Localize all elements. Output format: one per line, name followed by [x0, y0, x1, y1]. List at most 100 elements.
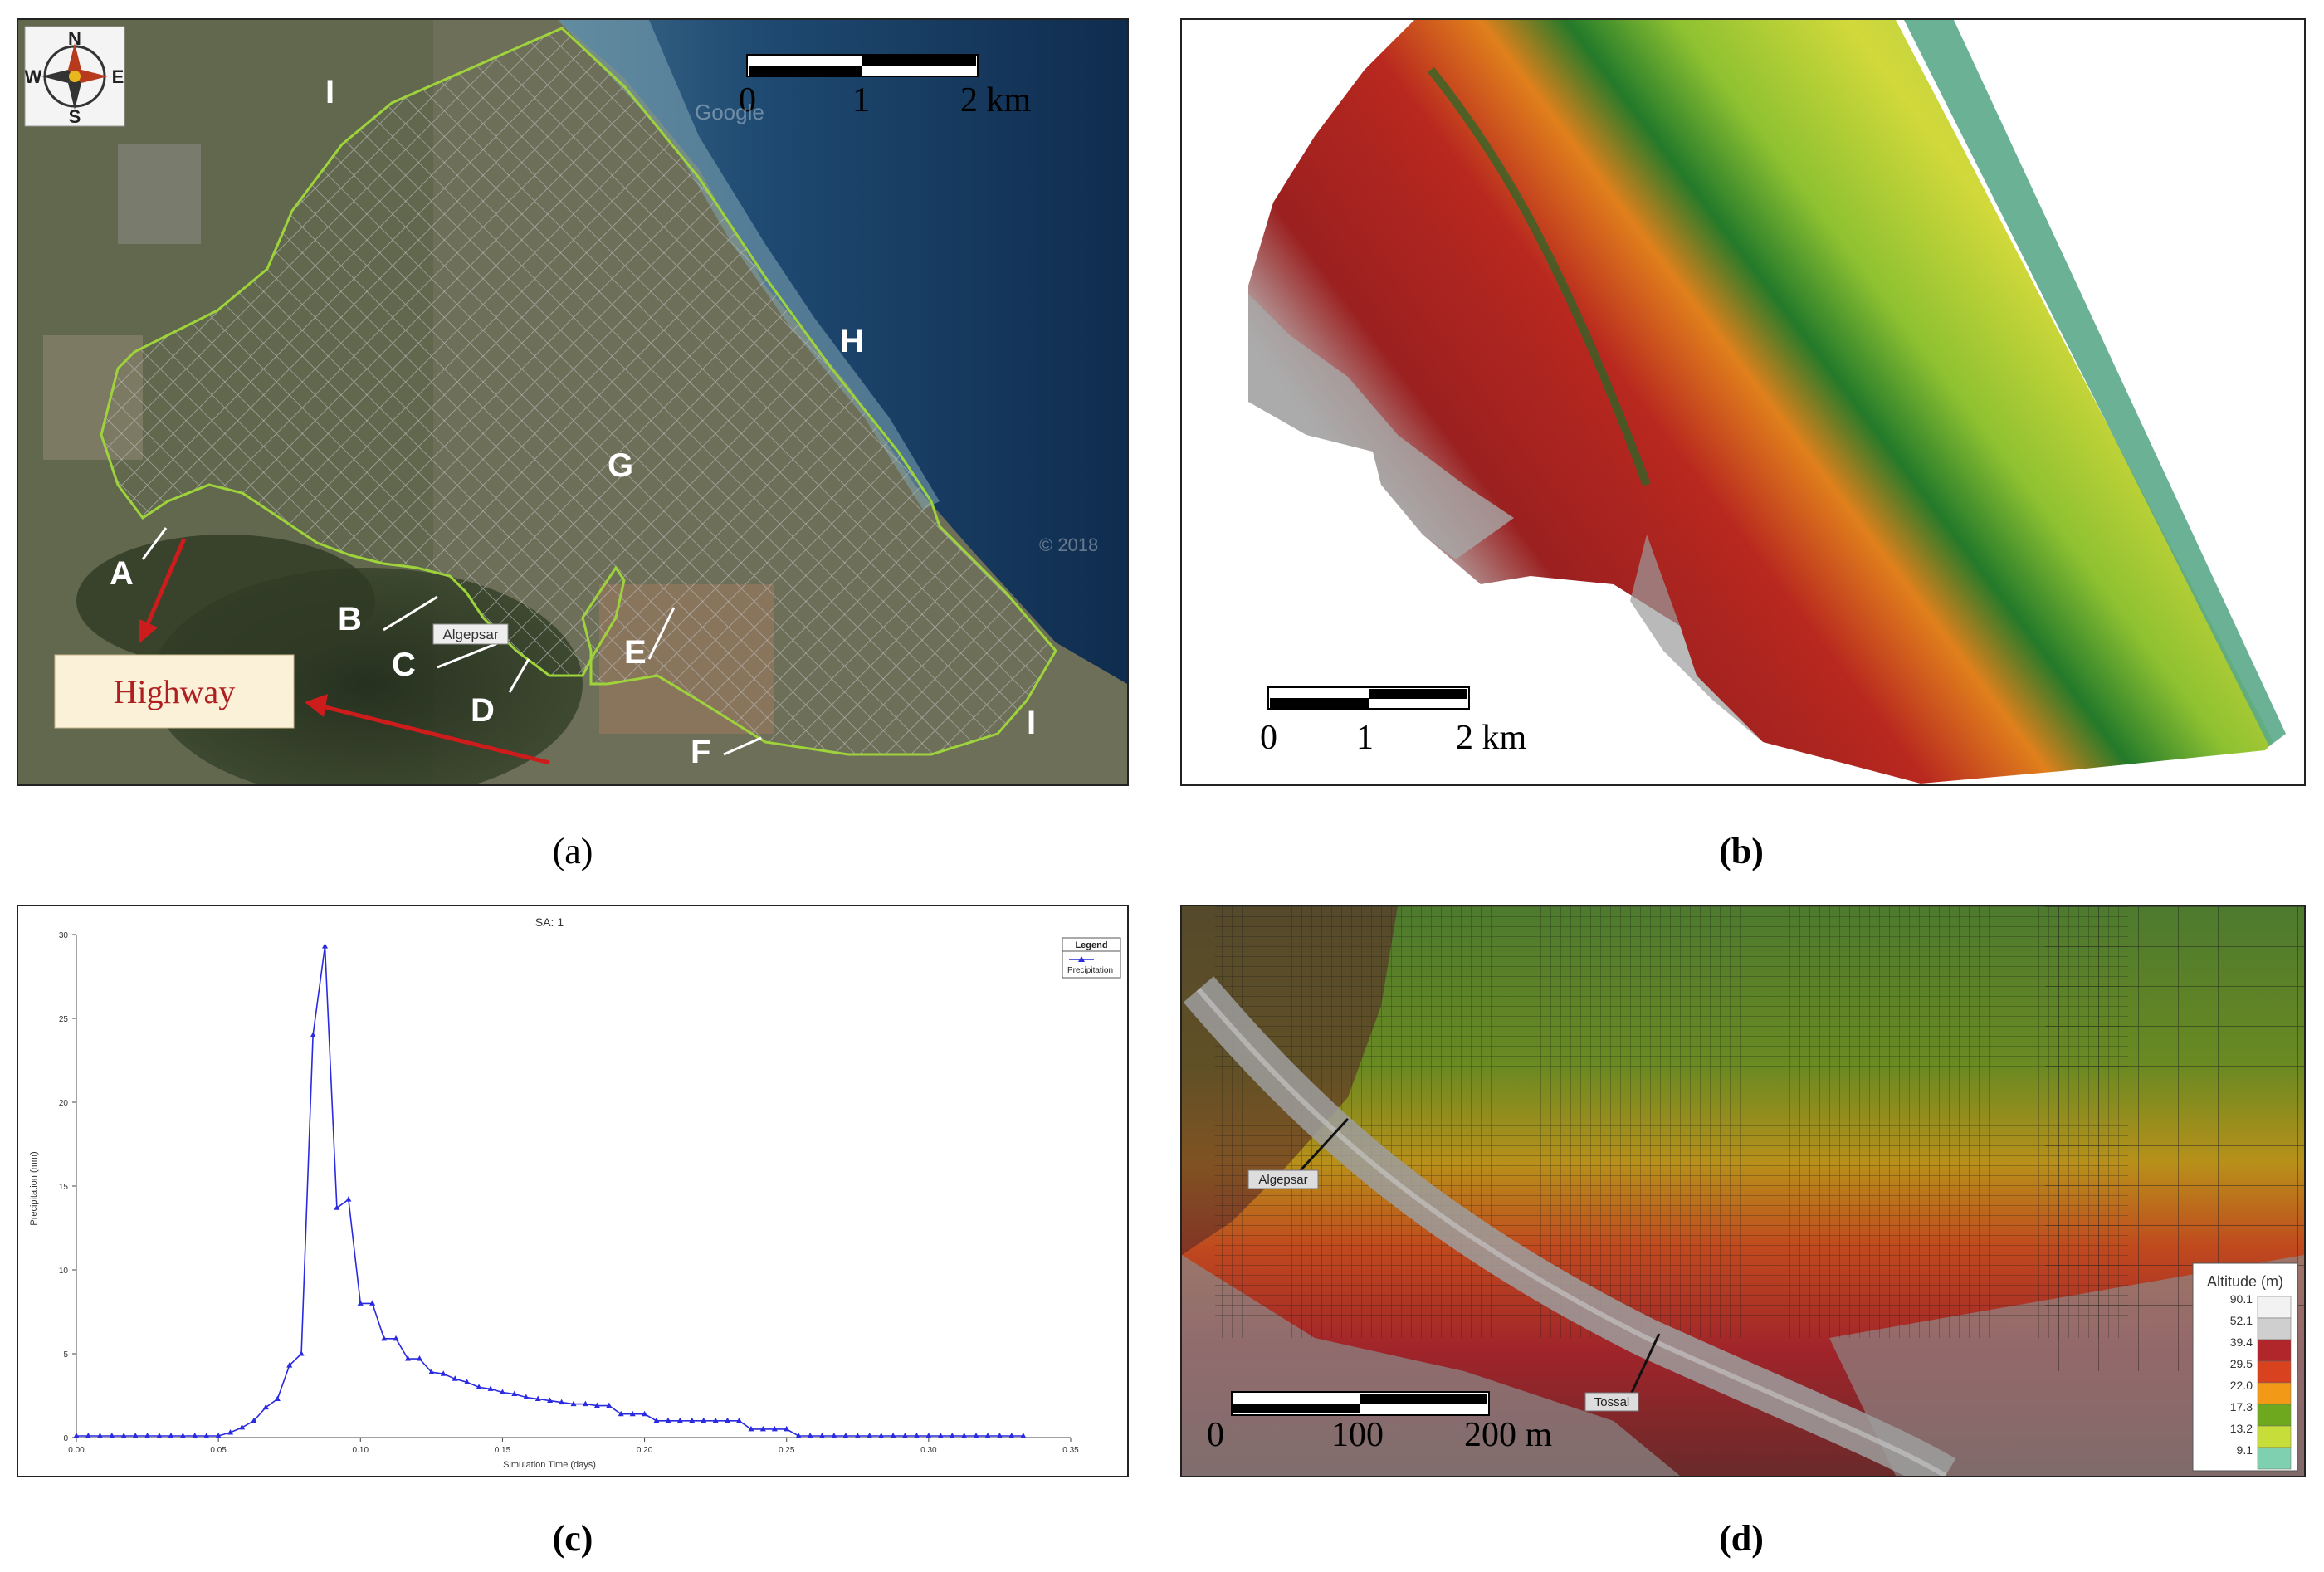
data-point [618, 1410, 624, 1417]
data-point [452, 1375, 458, 1381]
data-point [487, 1385, 494, 1391]
data-point [1008, 1432, 1015, 1438]
data-point [369, 1300, 376, 1306]
data-point [440, 1370, 447, 1376]
data-point [286, 1362, 293, 1368]
x-tick-label: 0.05 [210, 1446, 227, 1455]
data-point [168, 1432, 174, 1438]
mesh-map: Algepsar Tossal Altitude (m) 90.1 52.1 39.… [1182, 906, 2304, 1476]
data-point [665, 1417, 671, 1423]
svg-text:0: 0 [739, 81, 756, 120]
svg-text:Algepsar: Algepsar [442, 627, 498, 642]
series-precipitation [73, 943, 1027, 1438]
svg-text:C: C [392, 647, 416, 683]
svg-text:0: 0 [1260, 719, 1277, 757]
data-point [511, 1390, 518, 1396]
data-point [322, 943, 328, 949]
data-point [476, 1384, 482, 1389]
data-point [464, 1379, 471, 1384]
data-point [913, 1432, 920, 1438]
y-tick-label: 10 [59, 1267, 69, 1276]
data-point [144, 1432, 151, 1438]
data-point [784, 1425, 790, 1432]
y-tick-label: 30 [59, 931, 69, 940]
data-point [428, 1369, 435, 1374]
altitude-legend-swatch [2257, 1404, 2292, 1427]
data-point [132, 1432, 139, 1438]
data-point [203, 1432, 210, 1438]
data-point [961, 1432, 968, 1438]
x-tick-label: 0.30 [920, 1446, 937, 1455]
data-point [736, 1417, 743, 1423]
x-tick-label: 0.10 [353, 1446, 369, 1455]
data-point [878, 1432, 885, 1438]
y-tick-label: 25 [59, 1015, 69, 1024]
data-point [310, 1032, 316, 1037]
y-tick-label: 15 [59, 1183, 69, 1192]
data-point [357, 1300, 364, 1306]
y-axis: 0 5 10 15 20 25 30 [59, 931, 76, 1443]
data-point [842, 1432, 849, 1438]
data-point [901, 1432, 908, 1438]
svg-text:E: E [624, 634, 647, 671]
caption-a: (a) [552, 831, 593, 871]
svg-text:I: I [1027, 705, 1036, 741]
altitude-legend-swatch [2257, 1447, 2292, 1470]
panel-b-elevation-map: 0 1 2 km [1180, 18, 2306, 786]
data-point [771, 1425, 778, 1432]
svg-text:D: D [471, 692, 495, 729]
altitude-legend-swatch [2257, 1382, 2292, 1405]
svg-text:Highway: Highway [114, 673, 236, 710]
satellite-map: N S W E 0 1 2 km Google © 2018 I H G A B… [18, 20, 1127, 784]
y-tick-label: 0 [63, 1434, 68, 1443]
study-area-outline [100, 27, 1057, 756]
compass-icon: N S W E [24, 26, 125, 127]
svg-text:H: H [840, 323, 864, 359]
data-point [559, 1399, 565, 1405]
data-point [120, 1432, 127, 1438]
x-tick-label: 0.15 [495, 1446, 511, 1455]
x-axis: 0.00 0.05 0.10 0.15 0.20 0.25 0.30 0.35 [68, 1438, 1079, 1455]
svg-text:F: F [691, 734, 710, 770]
data-point [298, 1350, 305, 1356]
chart-legend: Legend Precipitation [1062, 937, 1121, 979]
data-point [582, 1400, 588, 1407]
svg-text:Tossal: Tossal [1594, 1395, 1630, 1409]
altitude-legend-swatch [2257, 1360, 2292, 1384]
chart-title: SA: 1 [535, 915, 564, 929]
data-point [535, 1395, 541, 1402]
altitude-legend-value: 29.5 [2230, 1357, 2253, 1370]
data-point [795, 1432, 802, 1438]
altitude-legend-value: 52.1 [2230, 1314, 2253, 1327]
svg-text:I: I [325, 74, 334, 110]
data-point [867, 1432, 873, 1438]
caption-b: (b) [1719, 831, 1764, 871]
precipitation-chart: SA: 1 0.00 0.05 0.10 0.15 0.20 0.25 0.30 0.35 0… [29, 915, 1121, 1470]
x-axis-label: Simulation Time (days) [503, 1460, 596, 1470]
data-point [676, 1417, 683, 1423]
svg-text:A: A [110, 555, 134, 592]
highway-arrow-a [144, 538, 187, 627]
data-point [239, 1423, 246, 1430]
altitude-legend-title: Altitude (m) [2207, 1273, 2283, 1290]
svg-text:200 m: 200 m [1464, 1416, 1553, 1454]
legend-title: Legend [1075, 940, 1107, 950]
panel-d-mesh-altitude-map: Algepsar Tossal Altitude (m) 90.1 52.1 39.… [1180, 905, 2306, 1477]
svg-text:1: 1 [852, 81, 870, 120]
data-point [1020, 1432, 1027, 1438]
svg-text:W: W [25, 66, 42, 87]
data-point [629, 1410, 636, 1417]
data-point [807, 1432, 813, 1438]
elevation-map: 0 1 2 km [1248, 20, 2286, 784]
altitude-legend: Altitude (m) 90.1 52.1 39.4 29.5 22.0 17.3 13.… [2192, 1262, 2298, 1472]
data-point [949, 1432, 955, 1438]
svg-text:0: 0 [1207, 1416, 1224, 1454]
data-point [547, 1397, 554, 1404]
fine-mesh [1215, 906, 2128, 1338]
altitude-legend-value: 90.1 [2230, 1292, 2253, 1306]
data-point [831, 1432, 837, 1438]
data-point [701, 1417, 707, 1423]
section-tossal [1628, 1333, 1661, 1397]
data-point [642, 1410, 648, 1417]
area-letters: I H G A B C D E F I [110, 74, 1036, 770]
